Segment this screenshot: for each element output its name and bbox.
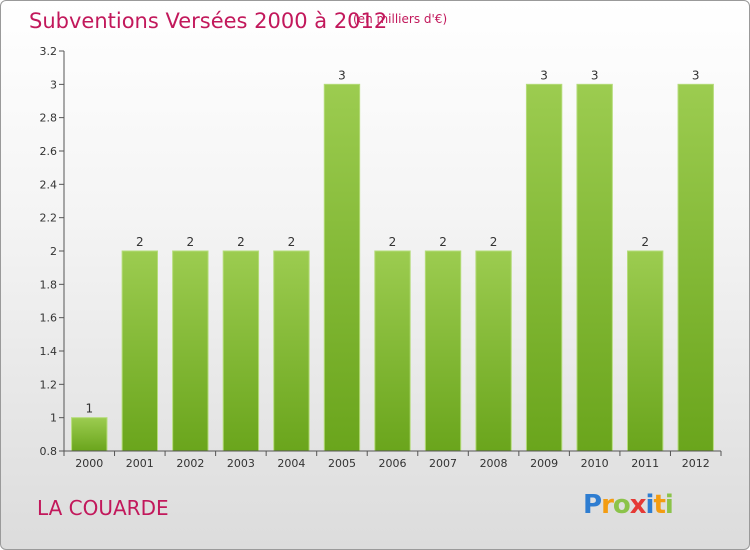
logo-letter: P [583, 490, 602, 520]
y-tick-label: 3 [50, 78, 57, 91]
logo-letter: x [629, 490, 647, 520]
bar-value-label: 2 [288, 235, 296, 249]
y-tick-label: 2.6 [40, 145, 58, 158]
bar-2000 [71, 417, 108, 452]
chart-title: Subventions Versées 2000 à 2012 [29, 9, 388, 33]
proxiti-logo: Proxiti [583, 490, 674, 520]
bar-2001 [121, 250, 158, 452]
bar-2005 [323, 83, 361, 452]
chart-unit-note: (en milliers d'€) [353, 12, 448, 26]
bar-value-label: 2 [490, 235, 498, 249]
y-tick-label: 0.8 [40, 445, 58, 458]
y-tick-label: 1.4 [40, 345, 58, 358]
x-tick-label: 2008 [480, 457, 508, 470]
y-tick-label: 1 [50, 412, 57, 425]
bar-value-label: 3 [338, 68, 346, 82]
x-tick-label: 2012 [682, 457, 710, 470]
commune-name: LA COUARDE [37, 496, 169, 520]
x-tick-label: 2004 [277, 457, 305, 470]
bar-value-label: 2 [136, 235, 144, 249]
bar-2002 [172, 250, 209, 452]
y-tick-label: 3.2 [40, 45, 58, 58]
bar-value-label: 2 [439, 235, 447, 249]
x-tick-label: 2001 [126, 457, 154, 470]
logo-letter: r [601, 490, 614, 520]
logo-letter: t [653, 490, 665, 520]
x-tick-label: 2003 [227, 457, 255, 470]
bar-2004 [273, 250, 310, 452]
bar-2011 [627, 250, 664, 452]
logo-letter: i [645, 490, 655, 520]
y-tick-label: 2.2 [40, 212, 58, 225]
y-tick-label: 2.8 [40, 112, 58, 125]
x-tick-label: 2005 [328, 457, 356, 470]
bar-2010 [576, 83, 613, 452]
logo-letter: o [612, 490, 631, 520]
y-tick-label: 1.8 [40, 278, 58, 291]
bar-value-label: 1 [85, 402, 93, 416]
y-tick-label: 1.2 [40, 378, 58, 391]
x-tick-label: 2002 [176, 457, 204, 470]
x-tick-label: 2000 [75, 457, 103, 470]
bar-value-label: 3 [692, 68, 700, 82]
bar-2003 [222, 250, 260, 452]
x-tick-label: 2010 [581, 457, 609, 470]
x-tick-label: 2006 [379, 457, 407, 470]
x-tick-label: 2007 [429, 457, 457, 470]
bar-2008 [475, 250, 512, 452]
bar-2012 [677, 83, 714, 452]
bar-value-label: 2 [641, 235, 649, 249]
bar-2009 [525, 83, 563, 452]
logo-letter: i [664, 490, 674, 520]
bar-value-label: 2 [237, 235, 245, 249]
y-tick-label: 1.6 [40, 312, 58, 325]
y-tick-label: 2.4 [40, 178, 58, 191]
bar-2007 [424, 250, 462, 452]
x-tick-label: 2009 [530, 457, 558, 470]
bar-value-label: 2 [187, 235, 195, 249]
y-tick-label: 2 [50, 245, 57, 258]
x-tick-label: 2011 [631, 457, 659, 470]
bar-2006 [374, 250, 411, 452]
bar-value-label: 3 [591, 68, 599, 82]
bar-value-label: 2 [389, 235, 397, 249]
bar-value-label: 3 [540, 68, 548, 82]
